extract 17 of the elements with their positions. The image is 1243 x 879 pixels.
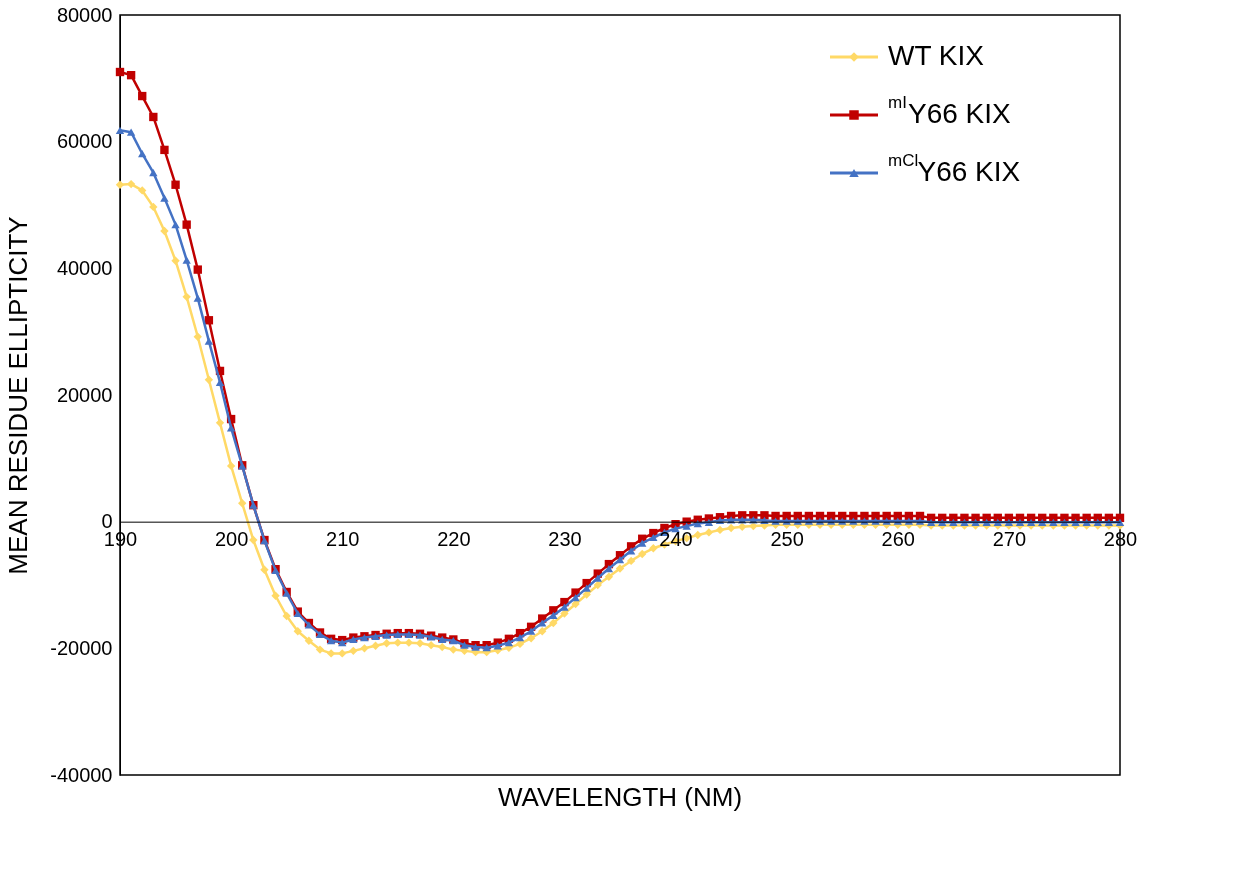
y-tick-label: 80000 bbox=[56, 3, 113, 26]
y-axis-title: MEAN RESIDUE ELLIPTICITY bbox=[3, 216, 34, 575]
x-tick-label: 220 bbox=[437, 528, 471, 551]
x-tick-label: 250 bbox=[770, 528, 804, 551]
x-tick-label: 260 bbox=[881, 528, 915, 551]
y-tick-label: 60000 bbox=[56, 130, 113, 153]
x-tick-label: 210 bbox=[326, 528, 360, 551]
x-tick-label: 230 bbox=[548, 528, 582, 551]
y-tick-label: 0 bbox=[101, 510, 113, 533]
legend-label: WT KIX bbox=[888, 40, 985, 71]
y-tick-label: -40000 bbox=[50, 763, 113, 786]
x-tick-label: 200 bbox=[214, 528, 249, 551]
x-axis-title: WAVELENGTH (NM) bbox=[497, 782, 743, 812]
x-tick-label: 270 bbox=[992, 528, 1027, 551]
y-tick-label: 40000 bbox=[56, 256, 113, 279]
y-tick-label: -20000 bbox=[50, 636, 113, 659]
y-tick-label: 20000 bbox=[56, 383, 113, 406]
